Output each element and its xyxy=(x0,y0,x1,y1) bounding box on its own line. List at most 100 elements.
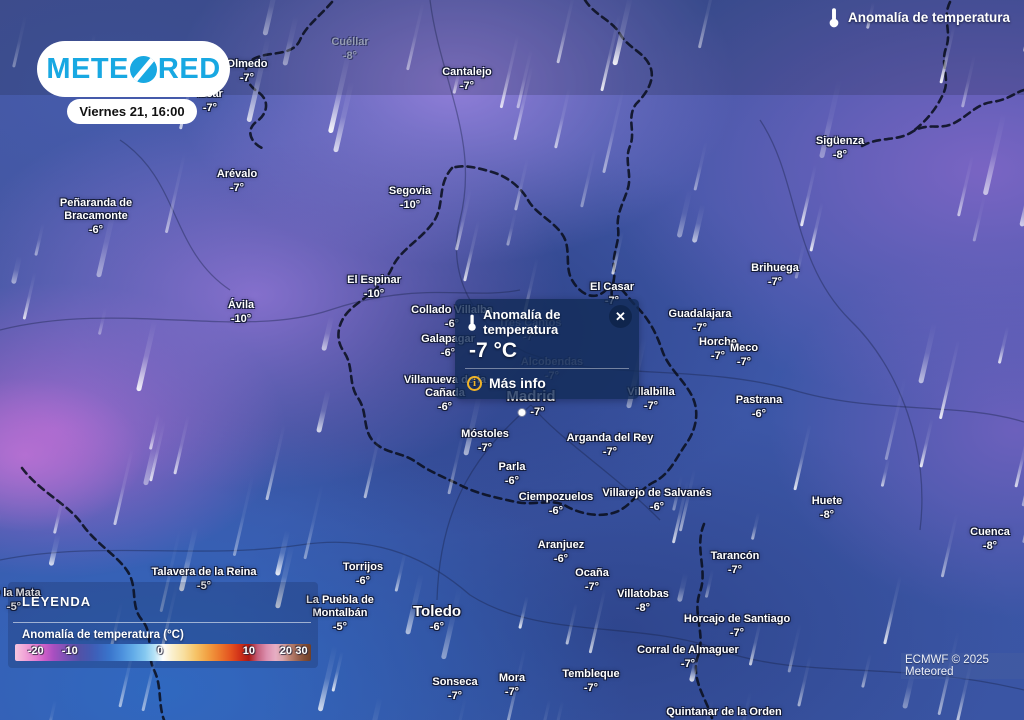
city-label: Villalbilla -7° xyxy=(627,386,675,412)
city-temperature: -7° xyxy=(477,442,493,454)
city-temperature: -7° xyxy=(680,658,696,670)
city-label: Villarejo de Salvanés -6° xyxy=(602,487,712,513)
city-label: Guadalajara -7° xyxy=(668,308,732,334)
city-label: Sigüenza -8° xyxy=(815,135,865,161)
close-icon[interactable]: ✕ xyxy=(609,305,632,328)
city-temperature: -7° xyxy=(506,406,555,418)
city-temperature: -10° xyxy=(230,313,252,325)
thermometer-icon xyxy=(829,8,839,28)
city-temperature: -7° xyxy=(767,276,783,288)
city-temperature: -8° xyxy=(832,149,848,161)
legend-tick: 10 xyxy=(242,645,255,657)
city-temperature: -7° xyxy=(202,102,218,114)
city-label: Horche -7° xyxy=(699,336,737,362)
city-label: Arganda del Rey -7° xyxy=(566,432,654,458)
city-temperature: -7° xyxy=(727,564,743,576)
city-temperature: -5° xyxy=(6,601,22,613)
city-temperature: -6° xyxy=(88,224,104,236)
city-label: Arévalo -7° xyxy=(216,168,258,194)
city-temperature: -6° xyxy=(437,401,453,413)
city-label: Tembleque -7° xyxy=(562,668,620,694)
city-temperature: -7° xyxy=(584,581,600,593)
city-label: Aranjuez -6° xyxy=(537,539,585,565)
thermometer-icon xyxy=(468,314,476,331)
city-temperature: -10° xyxy=(399,199,421,211)
city-label: Talavera de la Reina -5° xyxy=(151,566,257,592)
tooltip-title: Anomalía de temperatura xyxy=(483,307,561,337)
city-label: Móstoles -7° xyxy=(461,428,509,454)
city-temperature: -7° xyxy=(643,400,659,412)
city-label: de la Mata-5° xyxy=(0,587,41,614)
legend-divider xyxy=(13,622,311,623)
city-temperature: -6° xyxy=(751,408,767,420)
city-label: Ciempozuelos -6° xyxy=(518,491,594,517)
city-label: Meco -7° xyxy=(729,342,759,368)
city-temperature: -7° xyxy=(504,686,520,698)
city-temperature: -7° xyxy=(229,182,245,194)
city-label: Peñaranda de Bracamonte -6° xyxy=(59,197,133,236)
legend-tick: 30 xyxy=(295,645,308,657)
city-label: Ocaña -7° xyxy=(575,567,609,593)
legend-tick: 20 xyxy=(279,645,292,657)
city-temperature: -7° xyxy=(710,350,726,362)
layer-indicator-label: Anomalía de temperatura xyxy=(847,10,1010,25)
city-label: Cantalejo -7° xyxy=(442,66,492,92)
info-icon: i xyxy=(467,375,482,391)
city-label: Quintanar de la Orden-7° xyxy=(666,706,782,718)
city-label: Torrijos -6° xyxy=(342,561,384,587)
city-label: Sonseca -7° xyxy=(432,676,478,702)
more-info-label: Más info xyxy=(489,375,546,391)
city-temperature: -7° xyxy=(447,690,463,702)
city-marker-dot xyxy=(517,407,527,417)
city-temperature: -8° xyxy=(342,50,358,62)
city-temperature: -8° xyxy=(982,540,998,552)
legend-tick: -20 xyxy=(27,645,44,657)
layer-indicator: Anomalía de temperatura xyxy=(828,7,1010,28)
city-temperature: -7° xyxy=(239,72,255,84)
city-label: Olmedo -7° xyxy=(226,58,268,84)
city-temperature: -6° xyxy=(429,621,445,633)
attribution: ECMWF © 2025 Meteored xyxy=(901,653,1024,679)
city-temperature: -6° xyxy=(355,575,371,587)
legend-panel: LEYENDA Anomalía de temperatura (°C) -20… xyxy=(8,582,318,668)
city-temperature: -8° xyxy=(819,509,835,521)
city-label: Villatobas -8° xyxy=(617,588,669,614)
city-label: Parla -6° xyxy=(498,461,526,487)
city-label: La Puebla de Montalbán -5° xyxy=(306,594,374,633)
tooltip-temperature-value: -7 °C xyxy=(469,339,518,362)
city-label: Corral de Almaguer -7° xyxy=(637,644,739,670)
city-temperature: -7° xyxy=(736,356,752,368)
legend-title: LEYENDA xyxy=(22,594,92,609)
meteored-logo[interactable]: METE RED xyxy=(37,41,230,97)
more-info-link[interactable]: i Más info xyxy=(467,375,627,391)
city-label: El Espinar -10° xyxy=(347,274,401,300)
city-temperature: -5° xyxy=(332,621,348,633)
city-label: Cuéllar -8° xyxy=(331,36,369,62)
city-label: Brihuega -7° xyxy=(751,262,799,288)
logo-bubble-o-icon xyxy=(129,55,157,83)
map-tooltip: ✕ Anomalía de temperatura -7 °C i Más in… xyxy=(455,299,639,399)
city-temperature: -6° xyxy=(553,553,569,565)
city-label: Mora -7° xyxy=(498,672,526,698)
city-temperature: -6° xyxy=(440,347,456,359)
city-label: Segovia -10° xyxy=(388,185,432,211)
city-temperature: -7° xyxy=(583,682,599,694)
city-label: Ávila -10° xyxy=(227,299,255,325)
city-label: Tarancón -7° xyxy=(710,550,760,576)
city-temperature: -5° xyxy=(196,580,212,592)
tooltip-divider xyxy=(465,368,629,369)
city-label: Horcajo de Santiago -7° xyxy=(683,613,791,639)
city-temperature: -7° xyxy=(602,446,618,458)
city-temperature: -6° xyxy=(649,501,665,513)
city-temperature: -6° xyxy=(504,475,520,487)
legend-scale-label: Anomalía de temperatura (°C) xyxy=(22,629,184,641)
legend-colorbar: -20 -10 0 10 20 30 xyxy=(15,644,311,661)
city-temperature: -8° xyxy=(635,602,651,614)
city-label: Cuenca -8° xyxy=(970,526,1010,552)
legend-tick: 0 xyxy=(156,645,164,657)
datetime-badge: Viernes 21, 16:00 xyxy=(67,99,197,124)
city-temperature: -7° xyxy=(459,80,475,92)
city-temperature: -7° xyxy=(729,627,745,639)
city-label: Pastrana -6° xyxy=(735,394,783,420)
